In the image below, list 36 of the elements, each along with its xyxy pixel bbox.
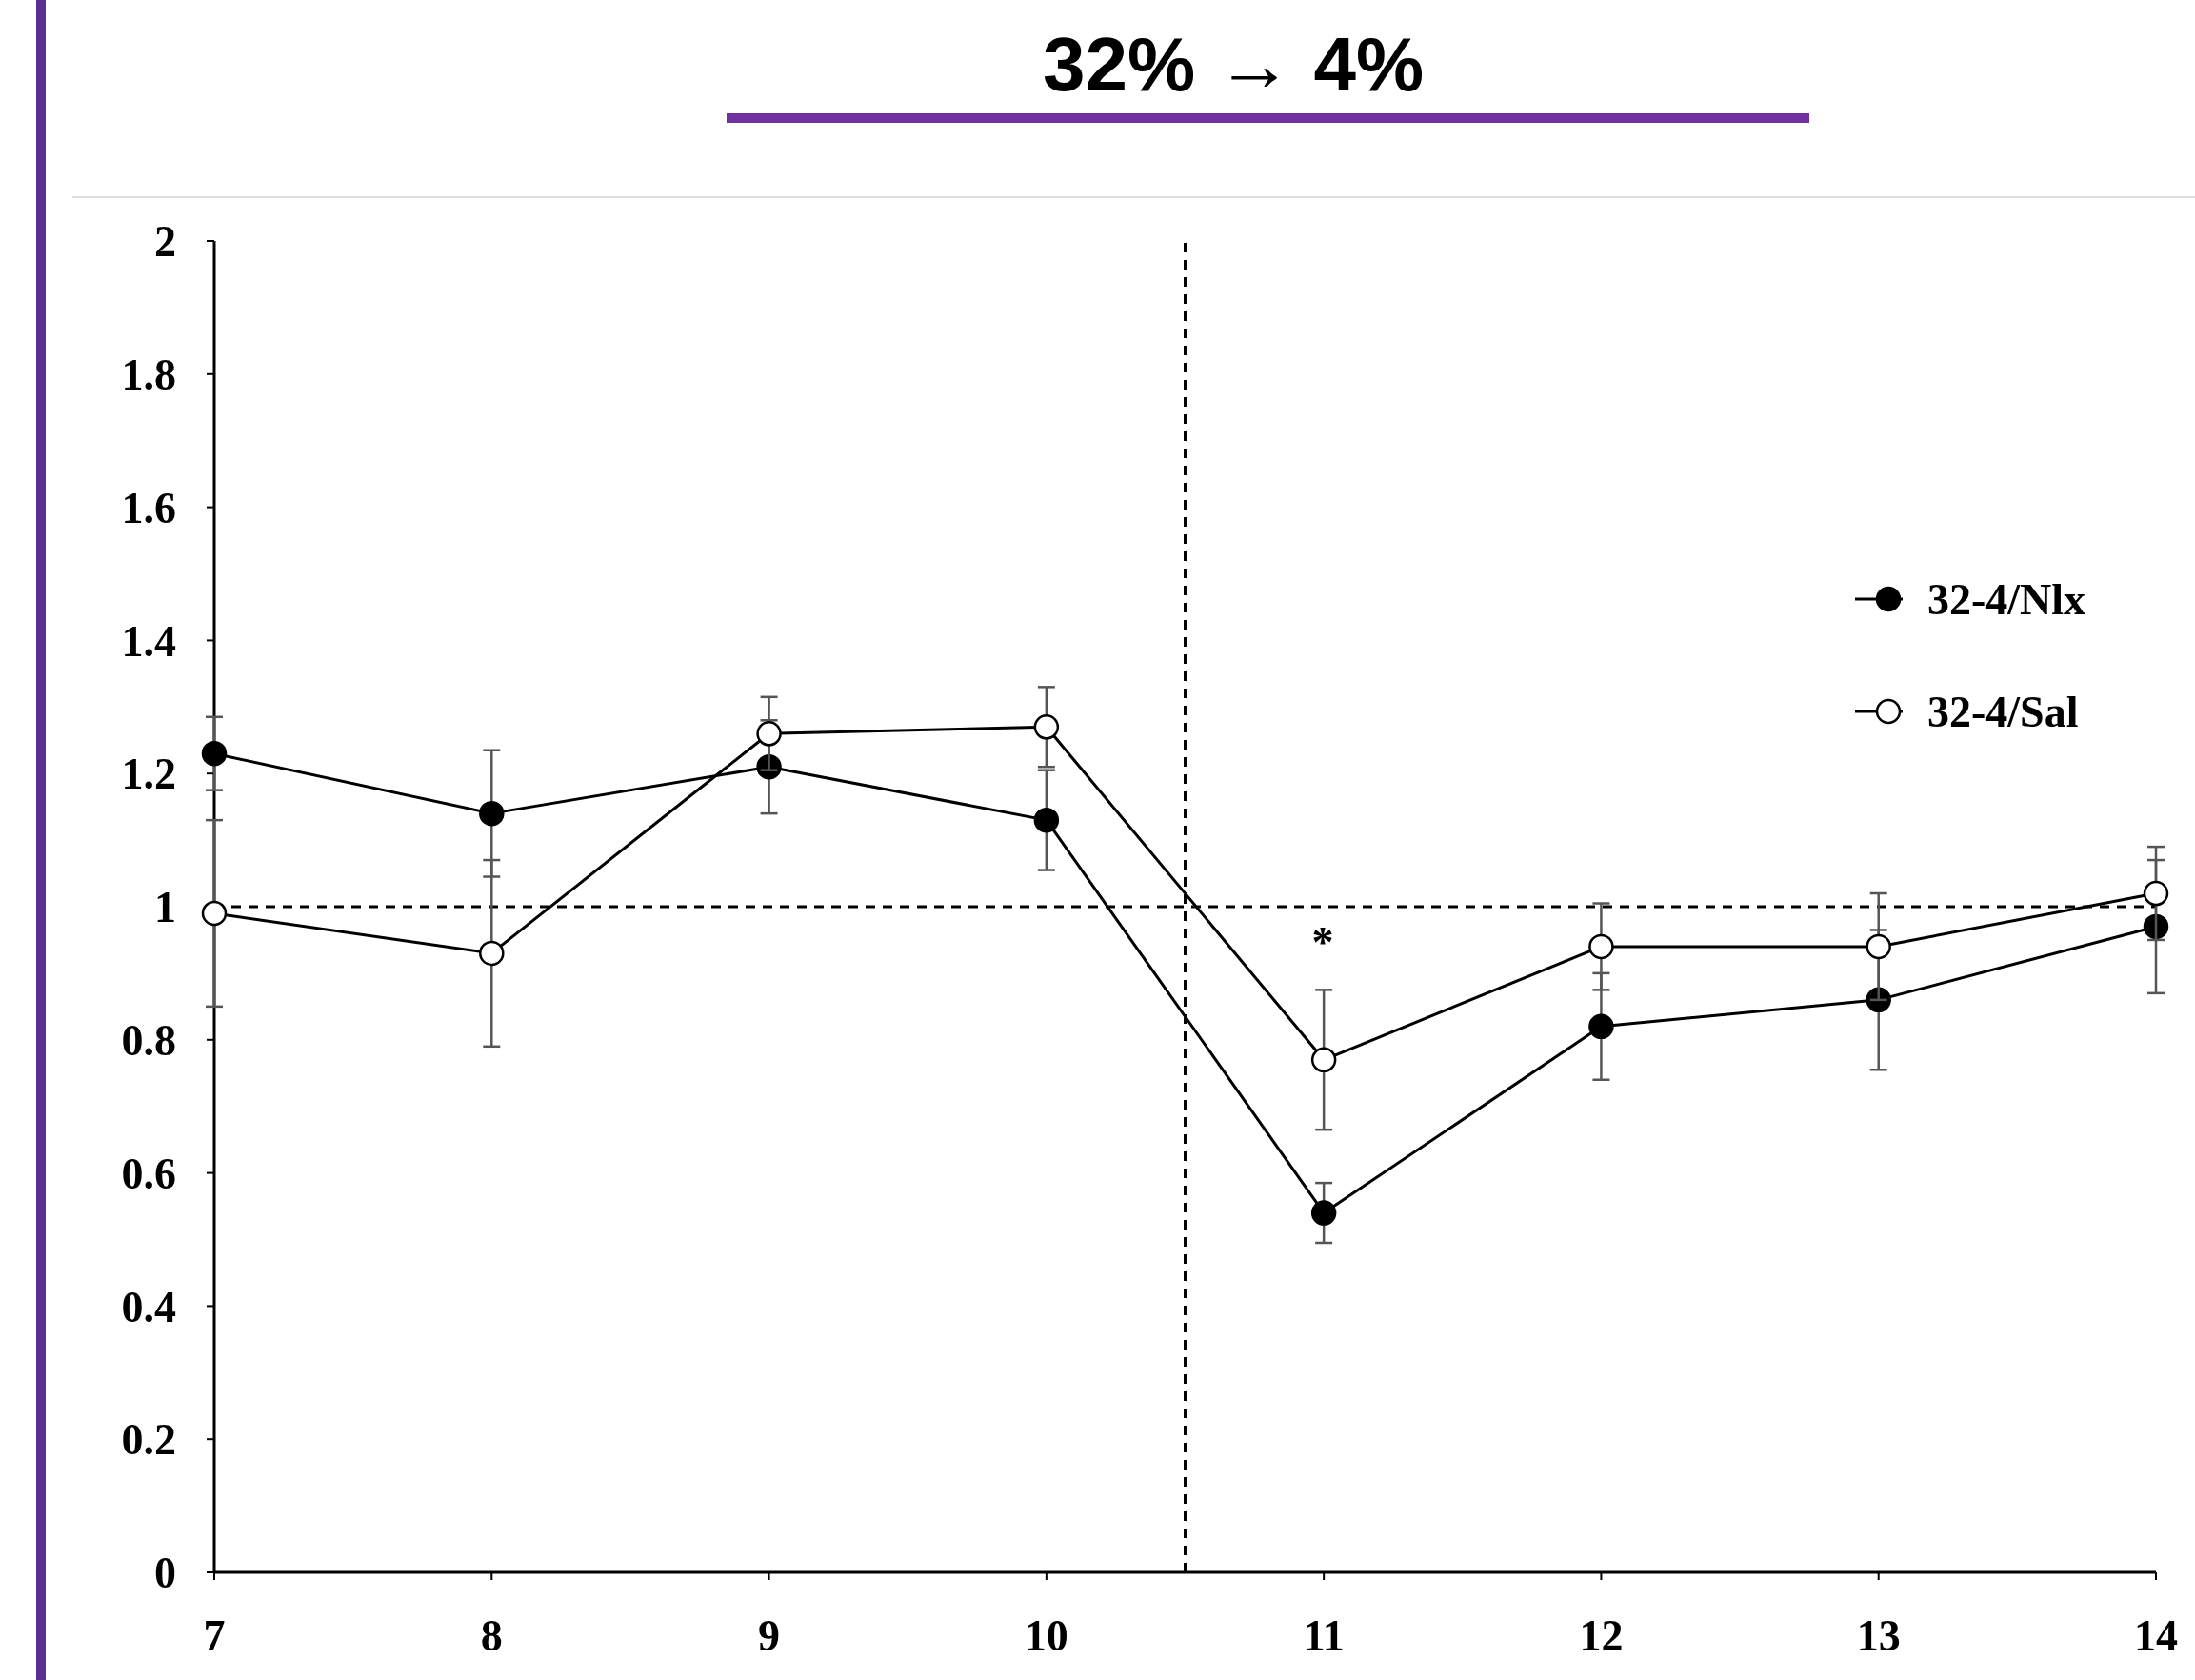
- chart-title: 32% → 4%: [1042, 22, 1425, 107]
- point: [2143, 880, 2169, 907]
- y-tick-label: 1.4: [121, 616, 176, 666]
- point: [479, 800, 505, 827]
- point: [1866, 933, 1891, 960]
- point: [1033, 714, 1060, 740]
- point: [1310, 1200, 1337, 1226]
- y-tick-label: 0.6: [121, 1149, 176, 1198]
- point: [201, 900, 228, 927]
- point: [1310, 1047, 1337, 1072]
- legend-label: 32-4/Sal: [1927, 688, 2079, 737]
- x-tick-label: 10: [1024, 1611, 1068, 1660]
- point: [1588, 1013, 1614, 1040]
- y-tick-label: 0.4: [121, 1282, 176, 1331]
- point: [201, 741, 228, 767]
- y-tick-label: 1: [154, 883, 176, 932]
- x-tick-label: 14: [2134, 1611, 2178, 1660]
- point: [1588, 933, 1614, 960]
- x-tick-label: 12: [1579, 1611, 1624, 1660]
- point: [1033, 807, 1060, 833]
- y-tick-label: 1.6: [121, 483, 176, 532]
- y-tick-label: 0.8: [121, 1015, 176, 1065]
- x-tick-label: 11: [1303, 1611, 1345, 1660]
- y-tick-label: 1.8: [121, 350, 176, 399]
- point: [479, 940, 505, 967]
- y-tick-label: 1.2: [121, 750, 176, 799]
- x-tick-label: 13: [1856, 1611, 1901, 1660]
- y-tick-label: 2: [154, 217, 176, 267]
- x-tick-label: 7: [203, 1611, 226, 1660]
- legend-label: 32-4/Nlx: [1927, 575, 2086, 625]
- x-tick-label: 8: [480, 1611, 503, 1660]
- x-tick-label: 9: [758, 1611, 781, 1660]
- y-tick-label: 0: [154, 1549, 176, 1598]
- y-tick-label: 0.2: [121, 1415, 176, 1465]
- point: [756, 721, 782, 747]
- annotation: *: [1311, 918, 1334, 967]
